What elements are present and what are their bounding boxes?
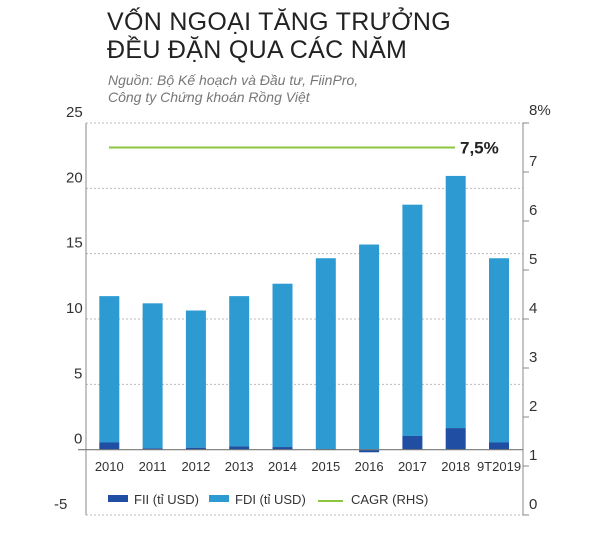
y2-tick-label: 4 <box>529 300 537 317</box>
x-tick-label: 2016 <box>355 459 384 474</box>
legend-swatch-fii <box>108 495 128 502</box>
x-tick-label: 9T2019 <box>477 459 521 474</box>
x-tick-label: 2014 <box>268 459 297 474</box>
source-line-2: Công ty Chứng khoán Rồng Việt <box>108 89 310 105</box>
chart-source: Nguồn: Bộ Kế hoạch và Đầu tư, FiinPro, C… <box>108 72 358 106</box>
x-tick-label: 2013 <box>225 459 254 474</box>
bar-fdi <box>229 296 250 447</box>
bar-fii <box>272 447 293 450</box>
bar-fii <box>489 442 509 450</box>
y2-tick-label: 6 <box>529 202 537 219</box>
y2-tick-label: 5 <box>529 251 537 268</box>
bar-fdi <box>272 283 293 448</box>
legend-label-cagr: CAGR (RHS) <box>351 492 428 507</box>
y-tick-label: 15 <box>66 235 83 252</box>
y2-tick-label: 7 <box>529 153 537 170</box>
chart-title-line-1: VỐN NGOẠI TĂNG TRƯỞNG <box>107 8 452 36</box>
bar-fii <box>402 435 423 450</box>
bar-fdi <box>99 296 120 443</box>
x-tick-label: 2015 <box>311 459 340 474</box>
bar-fdi <box>142 303 163 449</box>
y-tick-label: 5 <box>74 365 82 382</box>
bar-fdi <box>489 258 509 443</box>
y-tick-label: 10 <box>66 300 83 317</box>
y2-tick-label: 3 <box>529 349 537 366</box>
y2-tick-label: 1 <box>529 447 537 464</box>
bar-fdi <box>185 310 206 448</box>
bar-fii <box>229 446 250 450</box>
bar-fii <box>185 447 206 450</box>
y-tick-label: -5 <box>54 496 67 513</box>
x-tick-label: 2012 <box>181 459 210 474</box>
legend-swatch-fdi <box>209 495 229 502</box>
y2-tick-label: 0 <box>529 496 537 513</box>
x-tick-label: 2018 <box>441 459 470 474</box>
bar-fii <box>142 448 163 450</box>
x-tick-label: 2010 <box>95 459 124 474</box>
bar-fdi <box>315 258 336 450</box>
bar-fdi <box>445 175 466 429</box>
y-tick-label: 20 <box>66 169 83 186</box>
y2-tick-label: 8% <box>529 102 551 119</box>
chart-title-line-2: ĐỀU ĐẶN QUA CÁC NĂM <box>107 36 408 64</box>
x-tick-label: 2011 <box>139 459 167 474</box>
y-tick-label: 0 <box>74 431 82 448</box>
source-line-1: Nguồn: Bộ Kế hoạch và Đầu tư, FiinPro, <box>108 72 359 88</box>
bar-fdi <box>402 204 423 436</box>
y-tick-label: 25 <box>66 104 83 121</box>
bar-fii <box>359 449 380 453</box>
legend-label-fdi: FDI (tỉ USD) <box>235 492 306 507</box>
chart-title: VỐN NGOẠI TĂNG TRƯỞNG ĐỀU ĐẶN QUA CÁC NĂ… <box>107 8 451 64</box>
legend-label-fii: FII (tỉ USD) <box>134 492 199 507</box>
cagr-annotation: 7,5% <box>460 139 499 158</box>
bar-fii <box>99 442 120 450</box>
bar-fii <box>445 428 466 450</box>
bar-fdi <box>359 244 380 450</box>
x-tick-label: 2017 <box>398 459 427 474</box>
y2-tick-label: 2 <box>529 398 537 415</box>
